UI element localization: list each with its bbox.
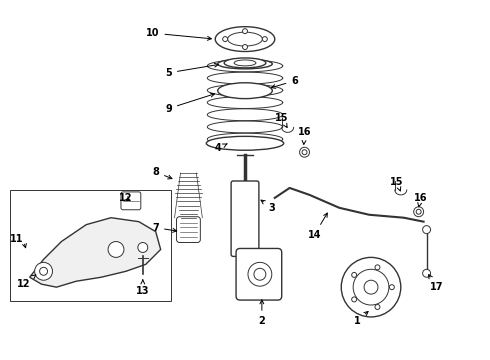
Text: 14: 14 bbox=[308, 213, 327, 239]
Polygon shape bbox=[30, 218, 161, 287]
Ellipse shape bbox=[302, 150, 307, 155]
Circle shape bbox=[248, 262, 272, 286]
Text: 12: 12 bbox=[17, 275, 36, 289]
Text: 6: 6 bbox=[271, 76, 298, 88]
FancyBboxPatch shape bbox=[231, 181, 259, 256]
Circle shape bbox=[375, 265, 380, 270]
Circle shape bbox=[254, 268, 266, 280]
Circle shape bbox=[243, 45, 247, 50]
Text: 15: 15 bbox=[390, 177, 404, 191]
Circle shape bbox=[108, 242, 124, 257]
Circle shape bbox=[364, 280, 378, 294]
Circle shape bbox=[35, 262, 52, 280]
Circle shape bbox=[341, 257, 401, 317]
Text: 2: 2 bbox=[259, 300, 265, 326]
Ellipse shape bbox=[224, 58, 266, 68]
FancyBboxPatch shape bbox=[10, 190, 171, 301]
Text: 4: 4 bbox=[215, 143, 227, 153]
Circle shape bbox=[422, 226, 431, 234]
Text: 16: 16 bbox=[414, 193, 427, 207]
FancyBboxPatch shape bbox=[121, 192, 141, 210]
Text: 16: 16 bbox=[298, 127, 311, 144]
Circle shape bbox=[422, 269, 431, 277]
Text: 7: 7 bbox=[152, 222, 177, 233]
Text: 9: 9 bbox=[165, 93, 215, 113]
Text: 17: 17 bbox=[429, 275, 443, 292]
FancyBboxPatch shape bbox=[236, 248, 282, 300]
Text: 1: 1 bbox=[354, 311, 368, 326]
Text: 5: 5 bbox=[165, 63, 219, 78]
Circle shape bbox=[353, 269, 389, 305]
Ellipse shape bbox=[218, 83, 272, 99]
Text: 12: 12 bbox=[119, 193, 133, 203]
Circle shape bbox=[352, 273, 357, 278]
Circle shape bbox=[40, 267, 48, 275]
Circle shape bbox=[222, 37, 228, 41]
Ellipse shape bbox=[228, 32, 262, 46]
Text: 15: 15 bbox=[275, 113, 289, 127]
Circle shape bbox=[39, 266, 49, 276]
Text: 13: 13 bbox=[136, 280, 149, 296]
Circle shape bbox=[138, 243, 148, 252]
Circle shape bbox=[262, 37, 268, 41]
Circle shape bbox=[375, 305, 380, 310]
Ellipse shape bbox=[218, 59, 272, 69]
Text: 10: 10 bbox=[146, 28, 211, 40]
Ellipse shape bbox=[416, 209, 421, 214]
Text: 8: 8 bbox=[152, 167, 172, 179]
Circle shape bbox=[390, 285, 394, 290]
Circle shape bbox=[243, 29, 247, 33]
Text: 3: 3 bbox=[261, 200, 275, 213]
Ellipse shape bbox=[206, 136, 284, 150]
Text: 11: 11 bbox=[10, 234, 24, 243]
Circle shape bbox=[352, 297, 357, 302]
Ellipse shape bbox=[234, 60, 256, 66]
FancyBboxPatch shape bbox=[176, 217, 200, 243]
Ellipse shape bbox=[299, 147, 310, 157]
Ellipse shape bbox=[215, 27, 275, 51]
Ellipse shape bbox=[414, 207, 424, 217]
